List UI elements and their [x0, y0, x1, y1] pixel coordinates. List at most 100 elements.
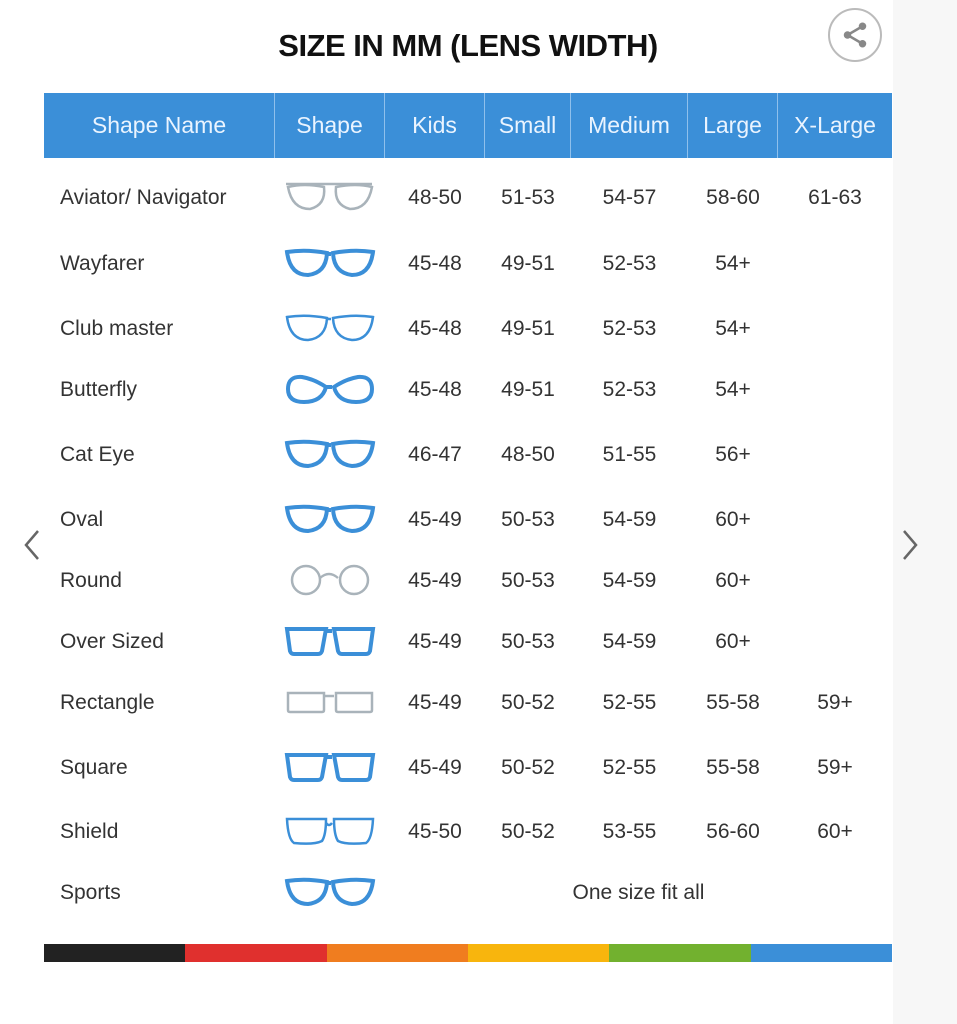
- size-cell: 54-59: [602, 569, 657, 592]
- size-cell: 54+: [715, 378, 751, 401]
- next-button[interactable]: [896, 525, 926, 565]
- size-cell: 52-53: [602, 378, 657, 401]
- share-icon: [843, 22, 867, 48]
- size-cell: 49-51: [501, 252, 555, 275]
- table-row: Cat Eye 46-47 48-50 51-55 56+: [44, 427, 892, 483]
- size-cell: 59+: [817, 691, 853, 714]
- shape-name: Club master: [60, 317, 174, 340]
- shape-name: Aviator/ Navigator: [60, 186, 227, 209]
- color-segment: [44, 944, 186, 962]
- table-header: Shape Name Shape Kids Small Medium Large X-Lar…: [44, 93, 892, 158]
- size-cell: 54-59: [602, 630, 657, 653]
- size-cell: 45-49: [408, 569, 462, 592]
- table-row: Square 45-49 50-52 52-55 55-58 59+: [44, 740, 892, 796]
- column-header: Medium: [571, 93, 688, 158]
- shape-name: Over Sized: [60, 630, 164, 653]
- table-row: Shield 45-50 50-52 53-55 56-60 60+: [44, 804, 892, 860]
- table-row: Oval 45-49 50-53 54-59 60+: [44, 492, 892, 548]
- shape-name: Shield: [60, 820, 119, 843]
- clubmaster-frame-icon: [285, 314, 375, 342]
- table-row: Sports One size fit all: [44, 865, 892, 921]
- size-cell: 51-55: [602, 443, 657, 466]
- size-cell: 45-49: [408, 756, 462, 779]
- size-cell: 48-50: [408, 186, 462, 209]
- shape-cell: [275, 749, 385, 787]
- shape-name: Sports: [60, 881, 121, 904]
- prev-button[interactable]: [18, 525, 48, 565]
- column-header: Shape Name: [44, 93, 275, 158]
- size-cell: 58-60: [706, 186, 760, 209]
- size-cell: 53-55: [602, 820, 657, 843]
- column-header: Small: [485, 93, 571, 158]
- page-edge: [893, 0, 957, 1024]
- size-note: One size fit all: [572, 881, 705, 904]
- column-header: X-Large: [794, 112, 876, 138]
- size-cell: 45-49: [408, 508, 462, 531]
- shape-cell: [275, 310, 385, 348]
- table-row: Round 45-49 50-53 54-59 60+: [44, 553, 892, 609]
- table-row: Butterfly 45-48 49-51 52-53 54+: [44, 362, 892, 418]
- size-cell: 51-53: [501, 186, 555, 209]
- table-row: Rectangle 45-49 50-52 52-55 55-58 59+: [44, 675, 892, 731]
- shape-cell: [275, 436, 385, 474]
- size-cell: 56+: [715, 443, 751, 466]
- shape-cell: [275, 371, 385, 409]
- size-cell: 56-60: [706, 820, 760, 843]
- table-row: Club master 45-48 49-51 52-53 54+: [44, 301, 892, 357]
- shape-cell: [275, 562, 385, 600]
- size-cell: 48-50: [501, 443, 555, 466]
- shape-cell: [275, 623, 385, 661]
- size-cell: 45-50: [408, 820, 462, 843]
- color-segment: [750, 944, 892, 962]
- color-segment: [467, 944, 610, 962]
- color-segment: [609, 944, 751, 962]
- shape-name: Rectangle: [60, 691, 155, 714]
- size-cell: 54+: [715, 252, 751, 275]
- size-cell: 50-52: [501, 756, 555, 779]
- table-row: Over Sized 45-49 50-53 54-59 60+: [44, 614, 892, 670]
- table-row: Wayfarer 45-48 49-51 52-53 54+: [44, 236, 892, 292]
- size-cell: 54-59: [602, 508, 657, 531]
- shape-cell: [275, 874, 385, 912]
- shape-name: Oval: [60, 508, 104, 531]
- oval-frame-icon: [284, 504, 376, 534]
- cateye-frame-icon: [284, 439, 376, 469]
- size-cell: 54-57: [602, 186, 657, 209]
- size-cell: 50-53: [501, 569, 555, 592]
- column-header: Kids: [385, 93, 485, 158]
- size-cell: 59+: [817, 756, 853, 779]
- size-cell: 60+: [715, 508, 751, 531]
- shape-name: Wayfarer: [60, 252, 145, 275]
- shape-cell: [275, 179, 385, 217]
- shape-name: Butterfly: [60, 378, 138, 401]
- shape-cell: [275, 501, 385, 539]
- size-cell: 60+: [715, 630, 751, 653]
- round-frame-icon: [290, 564, 370, 596]
- size-cell: 54+: [715, 317, 751, 340]
- chart-title: SIZE IN MM (LENS WIDTH): [278, 28, 658, 63]
- size-cell: 45-48: [408, 252, 462, 275]
- shape-name: Round: [60, 569, 122, 592]
- size-cell: 45-48: [408, 317, 462, 340]
- table-row: Aviator/ Navigator 48-50 51-53 54-57 58-60 6…: [44, 170, 892, 226]
- shape-name: Square: [60, 756, 128, 779]
- shape-cell: [275, 245, 385, 283]
- size-cell: 50-52: [501, 691, 555, 714]
- size-cell: 52-53: [602, 317, 657, 340]
- chevron-right-icon: [903, 530, 918, 560]
- size-cell: 52-55: [602, 691, 657, 714]
- size-cell: 52-53: [602, 252, 657, 275]
- sports-frame-icon: [284, 877, 376, 907]
- shield-frame-icon: [285, 817, 375, 845]
- size-cell: 46-47: [408, 443, 462, 466]
- square-frame-icon: [284, 753, 376, 782]
- size-cell: 49-51: [501, 317, 555, 340]
- aviator-frame-icon: [286, 182, 374, 211]
- size-cell: 45-49: [408, 691, 462, 714]
- size-cell: 45-48: [408, 378, 462, 401]
- share-button[interactable]: [828, 8, 882, 62]
- shape-cell: [275, 684, 385, 722]
- size-cell: 45-49: [408, 630, 462, 653]
- butterfly-frame-icon: [285, 374, 375, 405]
- shape-name: Cat Eye: [60, 443, 135, 466]
